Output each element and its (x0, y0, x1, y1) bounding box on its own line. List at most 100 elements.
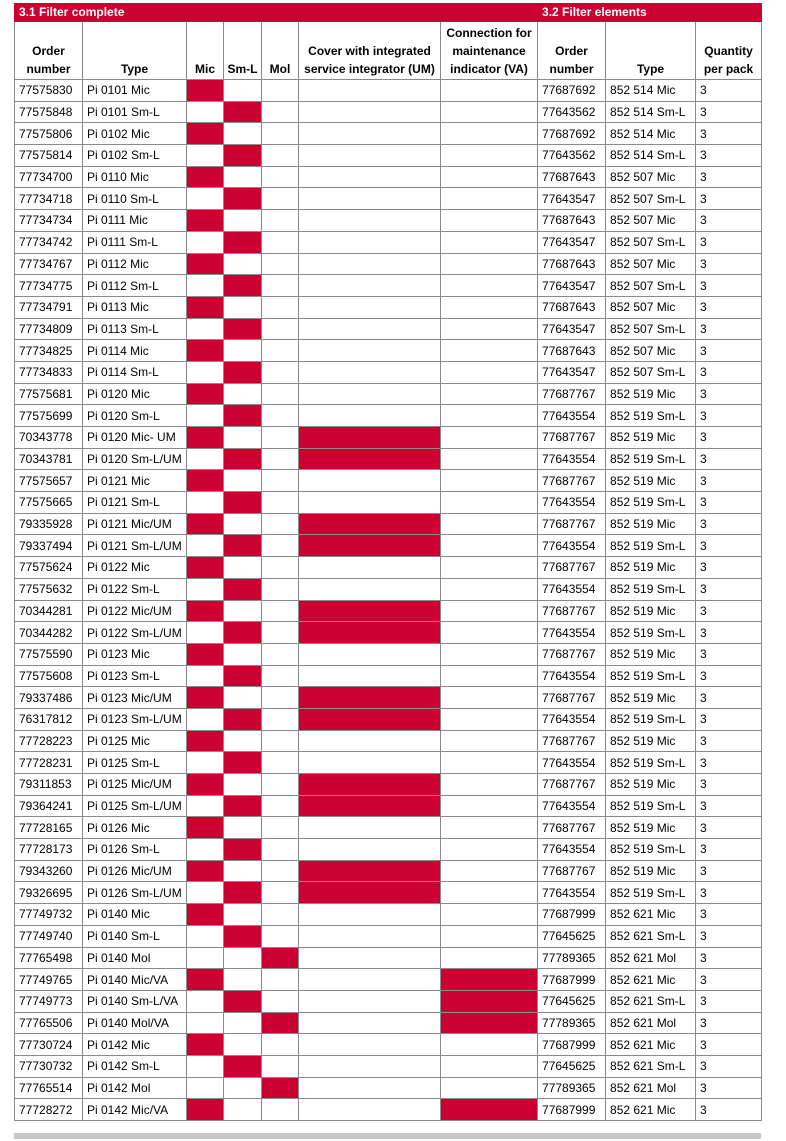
filter-table: 3.1 Filter complete 3.2 Filter elements … (13, 3, 763, 1121)
cell-va-mark (439, 577, 539, 601)
cell-mic-mark (186, 642, 224, 666)
cell-type: Pi 0110 Sm-L (82, 187, 187, 211)
table-row: 79311853 Pi 0125 Mic/UM 77687767 852 519 Mi… (14, 773, 763, 796)
cell-va-mark (439, 165, 539, 189)
cell-sml-mark (223, 426, 262, 449)
cell-mic-mark (186, 577, 224, 601)
cell-order-number: 77728173 (14, 838, 83, 861)
cell-element-type: 852 519 Mic (605, 426, 697, 449)
cell-va-mark (439, 1054, 539, 1078)
cell-sml-mark (223, 642, 262, 666)
cell-mic-mark (186, 989, 224, 1013)
table-row: 77575814 Pi 0102 Sm-L 77643562 852 514 Sm-L… (14, 144, 763, 167)
cell-mic-mark (186, 1011, 224, 1035)
cell-mol-mark (261, 838, 299, 861)
cell-element-order-number: 77643562 (537, 100, 607, 124)
cell-mic-mark (186, 295, 224, 319)
table-row: 79337494 Pi 0121 Sm-L/UM 77643554 852 519 S… (14, 534, 763, 558)
cell-um-mark (298, 426, 441, 449)
cell-mol-mark (261, 382, 299, 406)
cell-mol-mark (261, 426, 299, 449)
cell-type: Pi 0125 Mic/UM (82, 773, 187, 796)
cell-mol-mark (261, 1011, 299, 1035)
cell-element-type: 852 519 Mic (605, 773, 697, 796)
cell-sml-mark (223, 577, 262, 601)
cell-mic-mark (186, 491, 224, 514)
cell-type: Pi 0120 Mic- UM (82, 426, 187, 449)
cell-element-order-number: 77643554 (537, 707, 607, 731)
cell-mic-mark (186, 230, 224, 254)
cell-order-number: 77734791 (14, 295, 83, 319)
cell-mol-mark (261, 946, 299, 970)
cell-mol-mark (261, 491, 299, 514)
cell-mic-mark (186, 209, 224, 232)
cell-sml-mark (223, 534, 262, 558)
cell-va-mark (439, 838, 539, 861)
cell-sml-mark (223, 469, 262, 493)
cell-order-number: 77765514 (14, 1076, 83, 1100)
cell-mic-mark (186, 1054, 224, 1078)
cell-sml-mark (223, 100, 262, 124)
cell-um-mark (298, 512, 441, 536)
cell-va-mark (439, 1098, 539, 1121)
cell-sml-mark (223, 859, 262, 883)
cell-mic-mark (186, 816, 224, 840)
table-row: 77734833 Pi 0114 Sm-L 77643547 852 507 Sm-L… (14, 360, 763, 384)
cell-mic-mark (186, 252, 224, 276)
cell-element-order-number: 77643554 (537, 794, 607, 818)
cell-mic-mark (186, 1076, 224, 1100)
table-row: 77765498 Pi 0140 Mol 77789365 852 621 Mol 3 (14, 946, 763, 970)
table-row: 77749732 Pi 0140 Mic 77687999 852 621 Mic 3 (14, 903, 763, 926)
cell-mic-mark (186, 382, 224, 406)
cell-type: Pi 0125 Mic (82, 729, 187, 753)
cell-mol-mark (261, 469, 299, 493)
cell-mol-mark (261, 144, 299, 167)
cell-sml-mark (223, 274, 262, 297)
cell-va-mark (439, 491, 539, 514)
cell-mol-mark (261, 339, 299, 362)
cell-um-mark (298, 252, 441, 276)
cell-order-number: 70343781 (14, 447, 83, 471)
cell-type: Pi 0142 Mic (82, 1033, 187, 1056)
cell-element-order-number: 77643554 (537, 404, 607, 427)
cell-va-mark (439, 404, 539, 427)
cell-mic-mark (186, 946, 224, 970)
cell-type: Pi 0101 Mic (82, 79, 187, 102)
cell-mol-mark (261, 881, 299, 905)
table-row: 77728223 Pi 0125 Mic 77687767 852 519 Mic 3 (14, 729, 763, 753)
cell-sml-mark (223, 968, 262, 991)
cell-type: Pi 0125 Sm-L/UM (82, 794, 187, 818)
cell-element-type: 852 519 Sm-L (605, 794, 697, 818)
cell-order-number: 77575624 (14, 556, 83, 579)
cell-mol-mark (261, 534, 299, 558)
cell-um-mark (298, 946, 441, 970)
cell-element-order-number: 77643554 (537, 621, 607, 644)
table-row: 77734791 Pi 0113 Mic 77687643 852 507 Mic 3 (14, 295, 763, 319)
cell-mol-mark (261, 295, 299, 319)
cell-mic-mark (186, 773, 224, 796)
cell-element-order-number: 77687767 (537, 382, 607, 406)
cell-mol-mark (261, 599, 299, 623)
cell-um-mark (298, 1076, 441, 1100)
cell-element-type: 852 507 Mic (605, 339, 697, 362)
cell-element-order-number: 77645625 (537, 924, 607, 948)
cell-um-mark (298, 664, 441, 688)
cell-mic-mark (186, 144, 224, 167)
cell-mol-mark (261, 404, 299, 427)
cell-quantity: 3 (695, 1033, 763, 1056)
cell-mic-mark (186, 426, 224, 449)
cell-mic-mark (186, 187, 224, 211)
table-row: 77734767 Pi 0112 Mic 77687643 852 507 Mic 3 (14, 252, 763, 276)
cell-sml-mark (223, 989, 262, 1013)
cell-mol-mark (261, 903, 299, 926)
cell-order-number: 79337494 (14, 534, 83, 558)
cell-mic-mark (186, 838, 224, 861)
table-row: 77575681 Pi 0120 Mic 77687767 852 519 Mic 3 (14, 382, 763, 406)
cell-um-mark (298, 165, 441, 189)
cell-element-order-number: 77687767 (537, 686, 607, 709)
col-header-mol: Mol (261, 21, 299, 80)
cell-order-number: 77575657 (14, 469, 83, 493)
cell-element-order-number: 77643547 (537, 187, 607, 211)
cell-mol-mark (261, 274, 299, 297)
cell-element-type: 852 519 Sm-L (605, 664, 697, 688)
